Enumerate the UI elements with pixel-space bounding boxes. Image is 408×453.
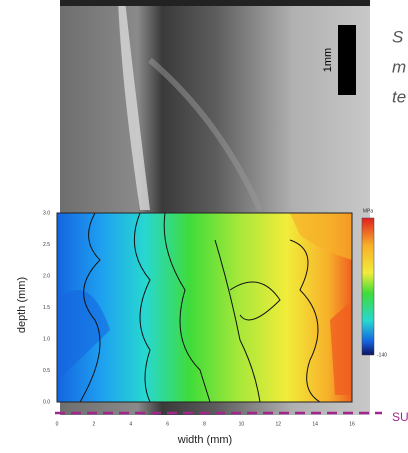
page: 1mm MPa -140 3.0 2.5 2.0 1.5 1.0 0.5 0.0 0 2 4 6 8… [0,0,408,453]
side-text-line: S [392,27,404,46]
y-ticks: 3.0 2.5 2.0 1.5 1.0 0.5 0.0 [43,210,50,405]
scale-bar [338,25,356,95]
x-ticks: 0 2 4 6 8 10 12 14 16 [56,421,355,427]
y-tick-label: 1.0 [43,336,50,342]
x-axis-label: width (mm) [177,434,232,446]
y-tick-label: 2.0 [43,273,50,279]
y-tick-label: 3.0 [43,210,50,216]
side-text-line: te [392,87,406,106]
y-tick-label: 2.5 [43,242,50,248]
x-tick-label: 4 [129,421,132,427]
y-tick-label: 0.5 [43,368,50,374]
x-tick-label: 12 [275,421,281,427]
x-tick-label: 10 [239,421,245,427]
x-tick-label: 6 [166,421,169,427]
x-tick-label: 8 [203,421,206,427]
side-text-line: m [392,57,406,76]
colorbar-bottom-label: -140 [377,352,387,358]
x-tick-label: 0 [56,421,59,427]
side-text: Sm te [392,27,406,106]
colorbar: MPa -140 [362,208,387,358]
x-tick-label: 2 [92,421,95,427]
y-tick-label: 0.0 [43,399,50,405]
colorbar-top-label: MPa [363,208,374,214]
x-tick-label: 14 [312,421,318,427]
contour-map [57,213,352,402]
line-label: SU [392,410,408,424]
x-tick-label: 16 [349,421,355,427]
y-tick-label: 1.5 [43,305,50,311]
scale-bar-label: 1mm [322,48,334,72]
y-axis-label: depth (mm) [16,277,28,333]
